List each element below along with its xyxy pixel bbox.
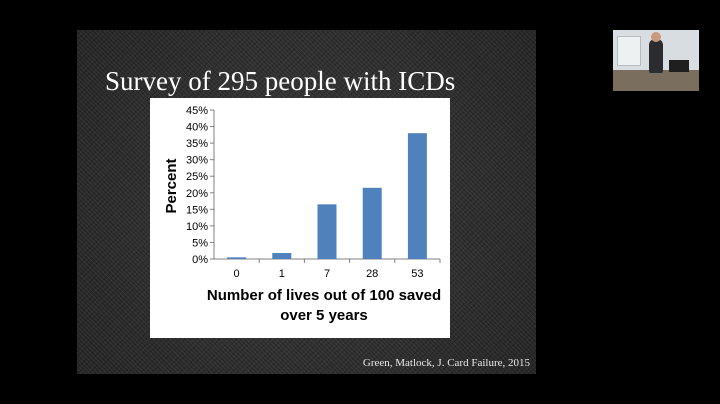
y-tick-label: 10% — [186, 221, 208, 233]
webcam-desk — [613, 70, 699, 91]
bar-chart: 0% 5% 10% 15% 20% 25% 30% 35% 40% 45% 0 1 7 28 53 Perc… — [163, 105, 441, 324]
webcam-whiteboard — [617, 36, 641, 66]
y-tick-label: 40% — [186, 122, 208, 134]
x-axis-label-line-1: Number of lives out of 100 saved — [207, 287, 441, 304]
y-tick-label: 25% — [186, 171, 208, 183]
x-tick-label: 1 — [279, 268, 285, 280]
y-tick-label: 15% — [186, 204, 208, 216]
bar — [272, 253, 292, 259]
presenter-head — [651, 32, 661, 42]
y-tick-label: 5% — [192, 237, 208, 249]
bar — [407, 133, 427, 259]
y-tick-label: 35% — [186, 138, 208, 150]
webcam-monitor — [669, 60, 689, 72]
webcam-feed — [613, 30, 699, 91]
y-tick-label: 0% — [192, 254, 208, 266]
presentation-slide: Survey of 295 people with ICDs 0% 5% 10% 15… — [77, 30, 536, 374]
citation: Green, Matlock, J. Card Failure, 2015 — [362, 357, 530, 369]
y-tick-label: 20% — [186, 188, 208, 200]
x-tick-label: 28 — [366, 268, 378, 280]
chart-panel: 0% 5% 10% 15% 20% 25% 30% 35% 40% 45% 0 1 7 28 53 Perc… — [150, 98, 450, 338]
y-tick-label: 30% — [186, 155, 208, 167]
y-axis-label: Percent — [163, 158, 180, 213]
bar — [362, 187, 382, 259]
x-tick-label: 7 — [324, 268, 330, 280]
slide-title: Survey of 295 people with ICDs — [105, 66, 456, 96]
y-tick-label: 45% — [186, 105, 208, 117]
x-axis-label-line-2: over 5 years — [280, 307, 368, 324]
x-tick-label: 0 — [234, 268, 240, 280]
x-tick-label: 53 — [411, 268, 423, 280]
presenter-body — [649, 39, 663, 73]
bar — [227, 257, 247, 259]
bar — [317, 204, 337, 259]
